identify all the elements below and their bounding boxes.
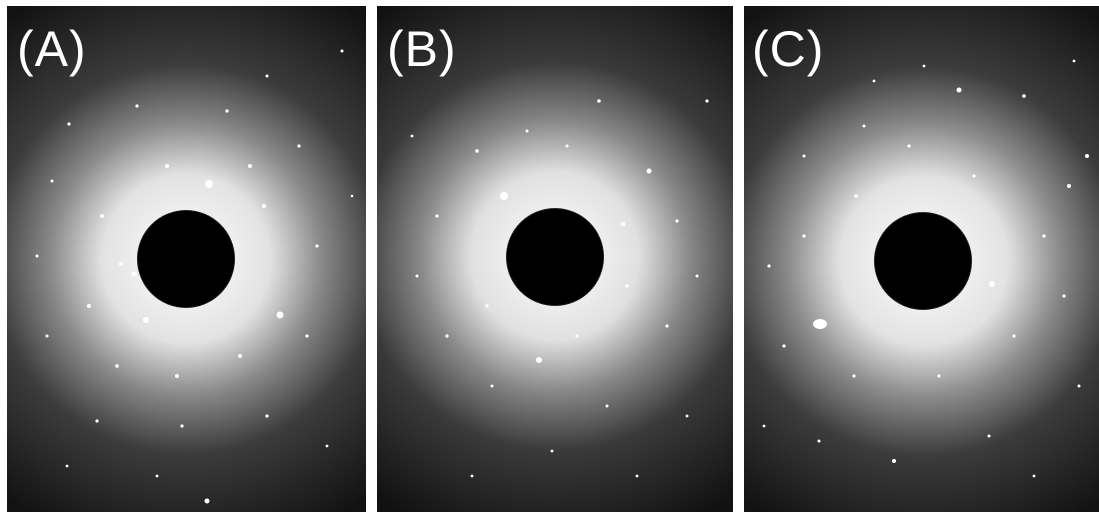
panel-label: (A) (17, 21, 87, 77)
beam-stop (874, 212, 972, 310)
beam-stop (506, 208, 604, 306)
diffraction-spots (35, 49, 354, 504)
diffraction-panel-c: (C) (744, 6, 1099, 512)
diffraction-spots (410, 99, 709, 478)
diffraction-panel-b: (B) (377, 6, 733, 512)
panel-label: (C) (752, 21, 825, 77)
beam-stop (137, 210, 235, 308)
panel-label: (B) (387, 21, 457, 77)
diffraction-panel-a: (A) (7, 6, 366, 512)
diffraction-spots (762, 59, 1089, 478)
